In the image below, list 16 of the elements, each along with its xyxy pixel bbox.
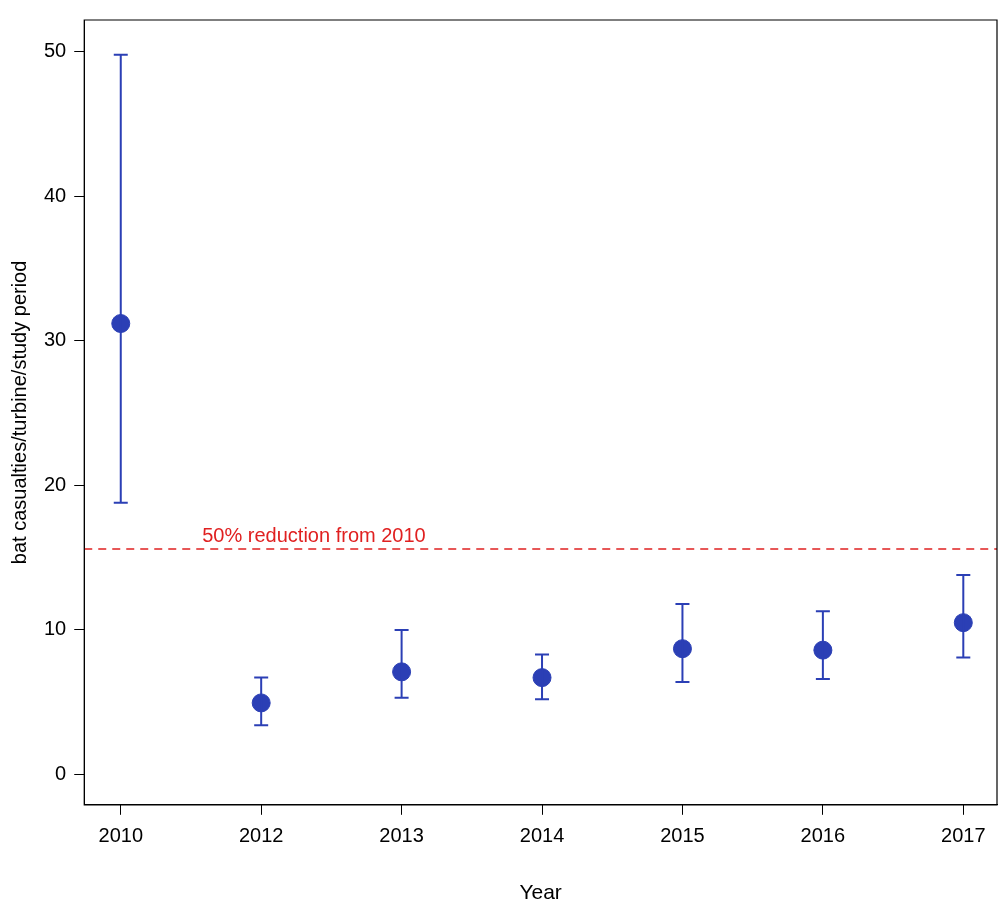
x-tick-label: 2015 bbox=[660, 824, 705, 847]
y-tick-label: 20 bbox=[44, 472, 67, 495]
y-tick-label: 50 bbox=[44, 39, 67, 62]
y-tick-label: 40 bbox=[44, 183, 67, 206]
ref-line-label: 50% reduction from 2010 bbox=[202, 524, 426, 547]
x-tick-label: 2016 bbox=[800, 824, 846, 847]
x-tick-label: 2010 bbox=[98, 824, 144, 847]
x-tick-label: 2013 bbox=[379, 824, 424, 847]
x-tick-label: 2014 bbox=[519, 824, 565, 847]
y-tick-label: 10 bbox=[44, 617, 67, 640]
x-tick-label: 2017 bbox=[941, 824, 986, 847]
y-tick-label: 0 bbox=[55, 761, 67, 784]
x-tick-label: 2012 bbox=[238, 824, 284, 847]
y-tick-label: 30 bbox=[44, 328, 67, 351]
x-axis-title: Year bbox=[519, 880, 562, 904]
y-axis-title: bat casualties/turbine/study period bbox=[7, 260, 30, 565]
